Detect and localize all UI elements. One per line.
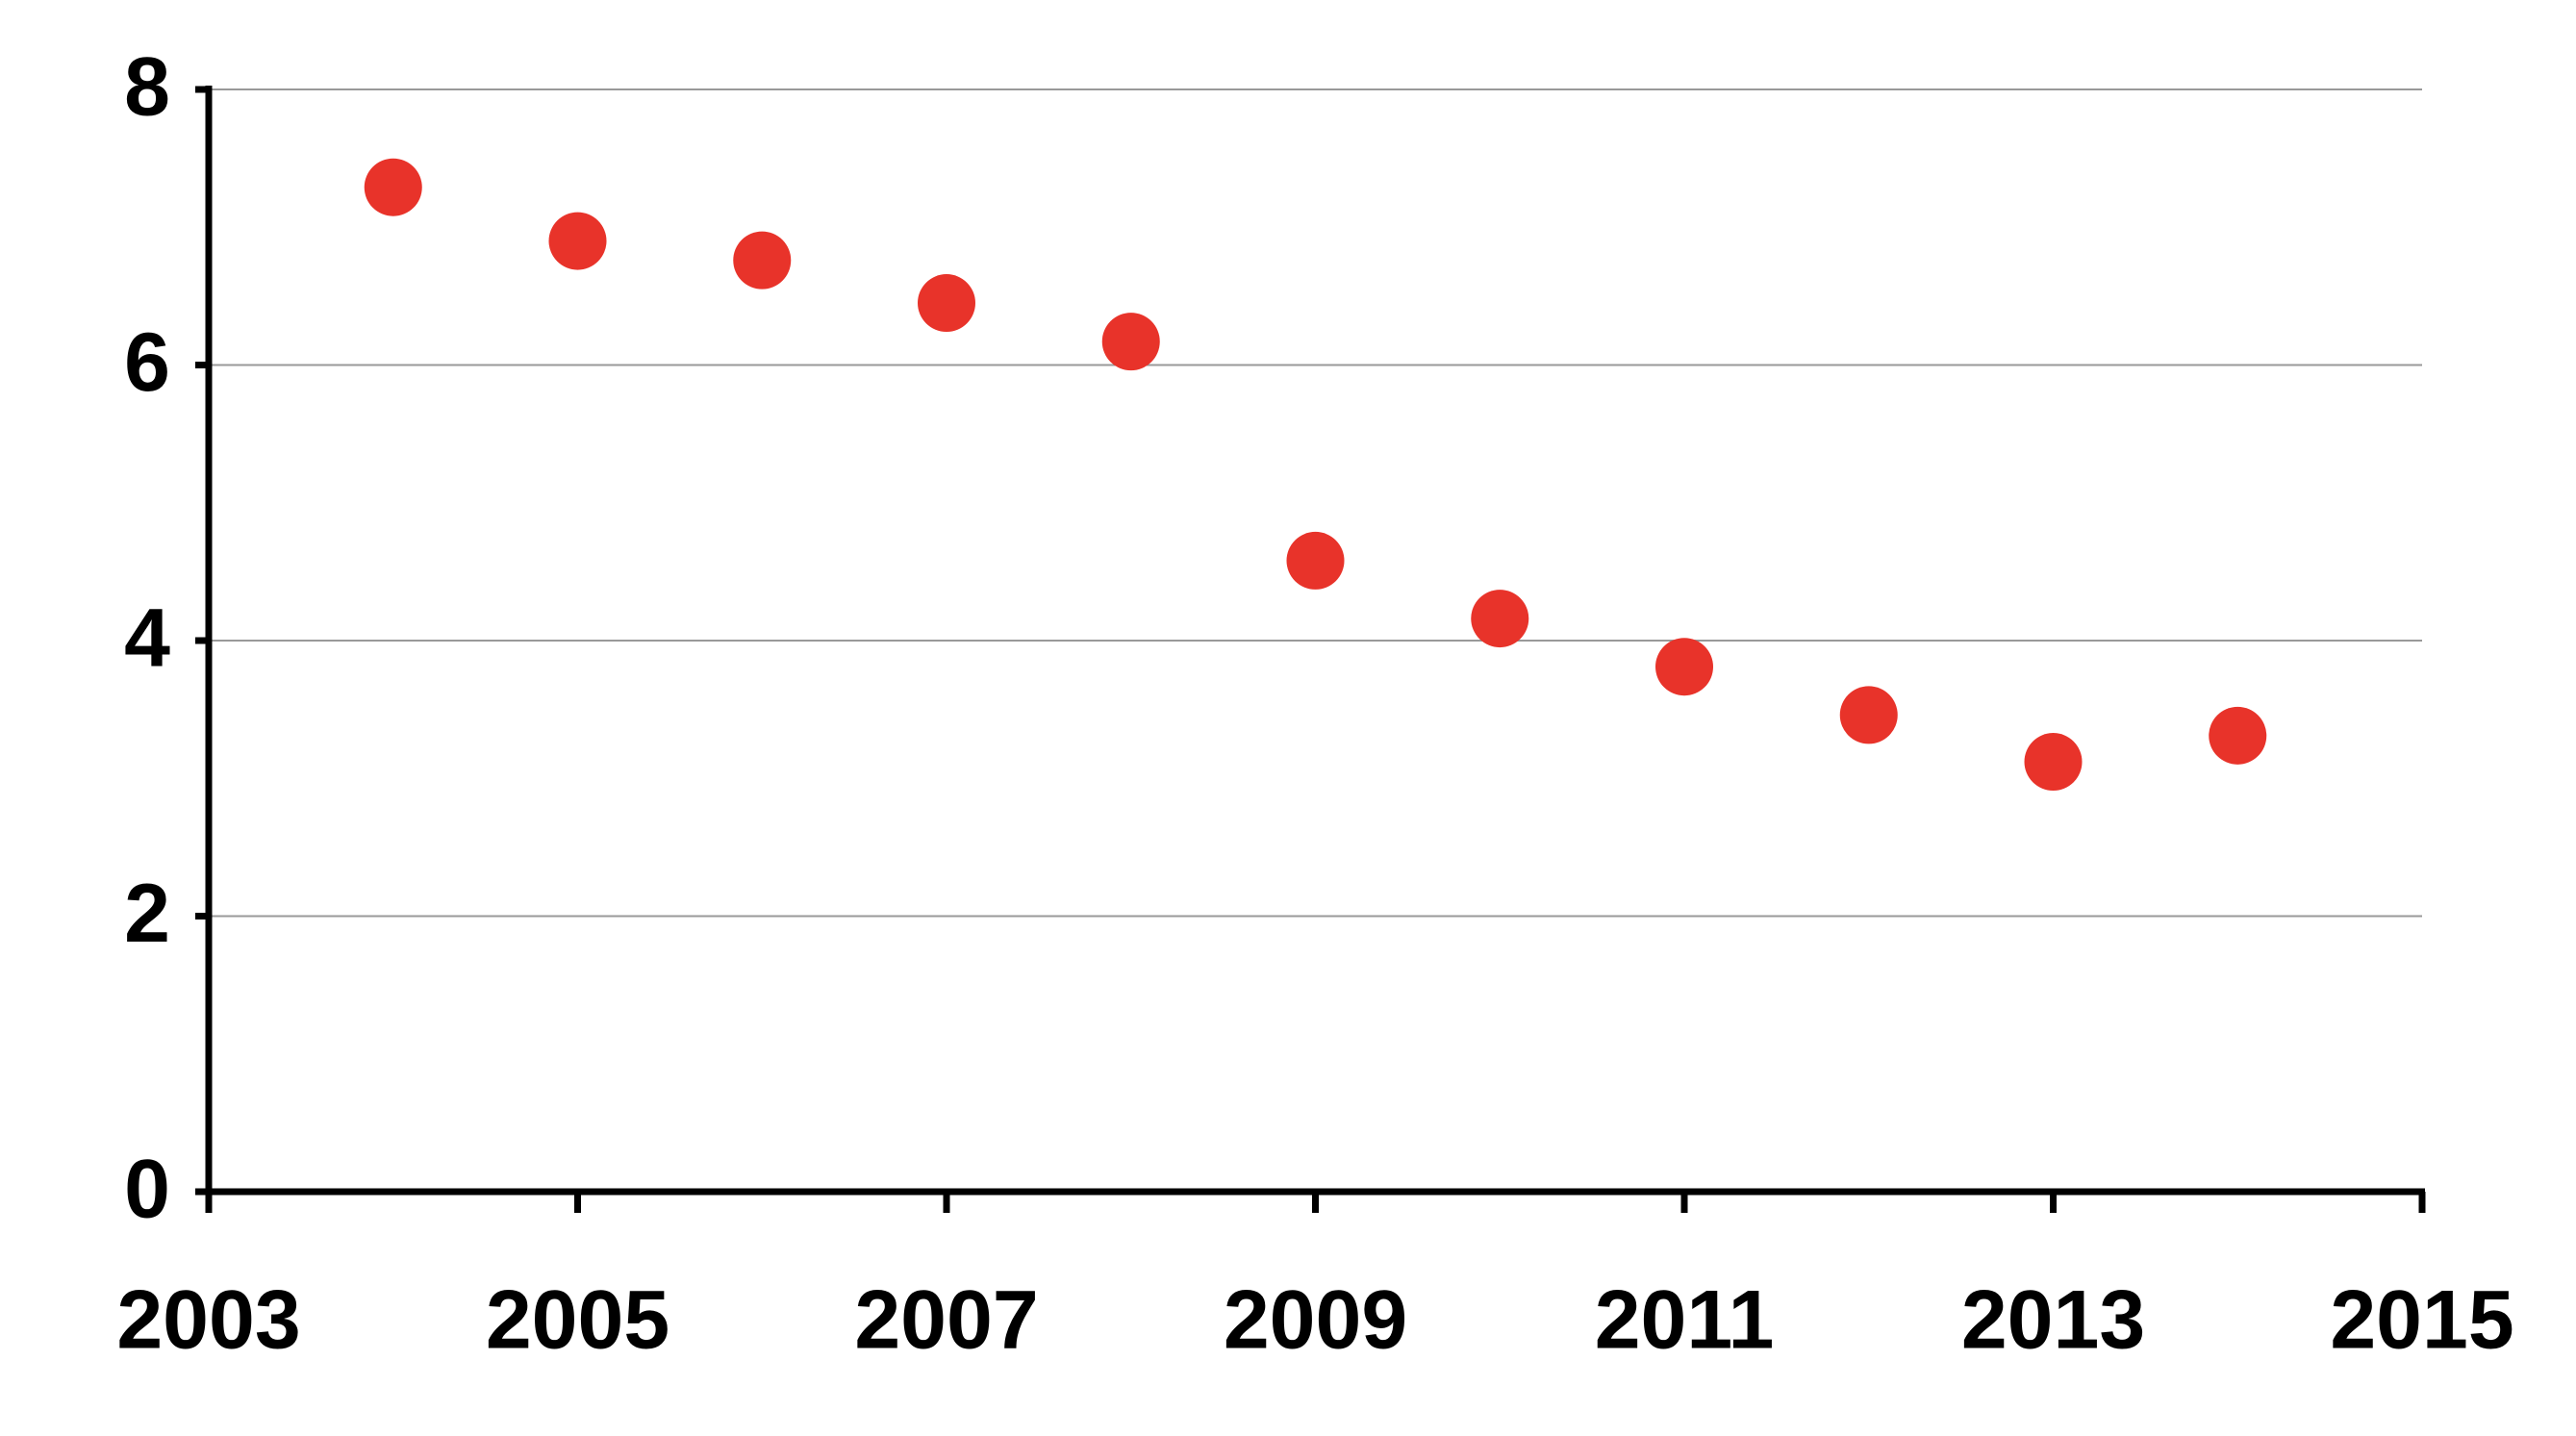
x-tick-label: 2013: [1961, 1274, 2145, 1367]
point: [1286, 531, 1345, 590]
point: [1655, 638, 1713, 696]
point: [2024, 733, 2083, 792]
point: [1471, 590, 1529, 648]
x-tick-label: 2015: [2330, 1274, 2513, 1367]
point: [733, 231, 792, 290]
y-tick-label: 2: [124, 868, 170, 960]
y-tick-label: 6: [124, 316, 170, 409]
x-tick-label: 2003: [116, 1274, 300, 1367]
x-tick-label: 2009: [1224, 1274, 1407, 1367]
point: [918, 274, 975, 333]
y-tick-label: 4: [124, 592, 170, 685]
point: [2209, 706, 2267, 765]
point: [548, 212, 607, 270]
point: [364, 158, 422, 216]
y-tick-label: 0: [124, 1144, 170, 1236]
x-tick-label: 2005: [486, 1274, 669, 1367]
x-tick-label: 2011: [1595, 1274, 1775, 1367]
y-tick-label: 8: [124, 41, 170, 134]
point: [1101, 313, 1160, 371]
x-tick-label: 2007: [854, 1274, 1038, 1367]
point: [1839, 686, 1898, 744]
